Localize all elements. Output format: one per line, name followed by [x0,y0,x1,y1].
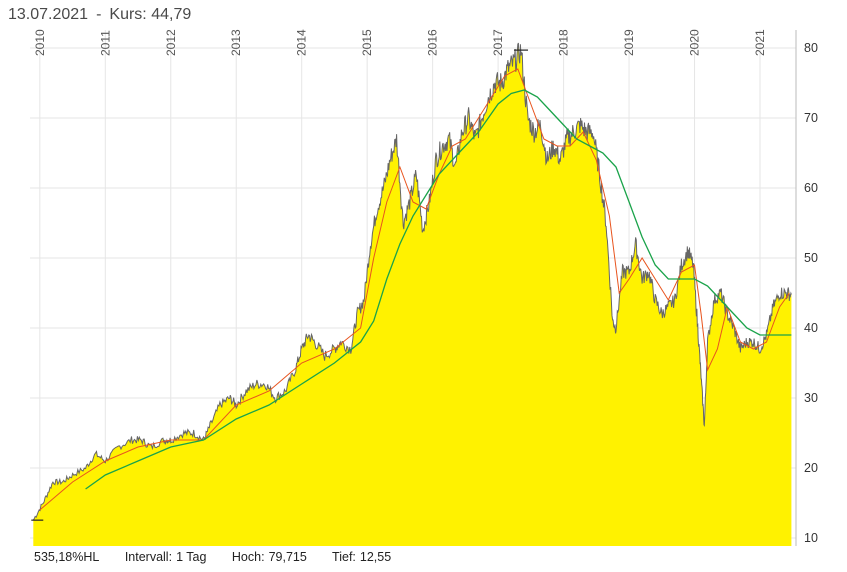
footer-interval-value: 1 Tag [176,550,207,564]
y-tick-label: 20 [804,461,818,475]
y-tick-label: 70 [804,111,818,125]
footer-high-label: Hoch: [231,550,265,564]
chart-header: 13.07.2021- Kurs: 44,79 [8,6,191,24]
footer-interval-label: Intervall: [124,550,173,564]
x-axis-labels: 2010 2011 2012 2013 2014 2015 2016 2017 2018 2019… [33,29,767,56]
x-tick-label: 2013 [229,29,243,56]
header-separator: - [96,6,102,23]
x-tick-label: 2018 [557,29,571,56]
x-tick-label: 2016 [426,29,440,56]
y-tick-label: 80 [804,41,818,55]
y-tick-label: 60 [804,181,818,195]
y-tick-label: 30 [804,391,818,405]
header-price-value: 44,79 [151,6,192,23]
x-tick-label: 2017 [491,29,505,56]
x-tick-label: 2012 [164,29,178,56]
footer-low-value: 12,55 [359,550,392,564]
area-layer [33,43,792,546]
x-tick-label: 2010 [33,29,47,56]
lines-layer [32,42,792,521]
y-axis-labels: 10 20 30 40 50 60 70 80 [804,41,818,545]
header-price-label: Kurs: [109,6,147,23]
price-area [33,43,792,546]
y-tick-label: 10 [804,531,818,545]
y-tick-label: 50 [804,251,818,265]
x-tick-label: 2011 [98,30,112,56]
footer-low-label: Tief: [332,550,356,564]
price-line [32,42,792,521]
y-tick-label: 40 [804,321,818,335]
x-tick-label: 2015 [360,29,374,56]
markers-layer [31,49,529,521]
x-tick-label: 2019 [622,29,636,56]
chart-footer: 535,18%HL Intervall: 1 Tag Hoch: 79,715 Ti… [34,550,413,564]
header-date: 13.07.2021 [8,6,89,23]
x-tick-label: 2014 [295,29,309,56]
footer-high-value: 79,715 [268,550,307,564]
x-tick-label: 2021 [753,29,767,56]
footer-performance: 535,18%HL [34,550,100,564]
x-tick-label: 2020 [688,29,702,56]
ma-slow-line [85,89,792,490]
ma-fast-line [39,68,790,511]
